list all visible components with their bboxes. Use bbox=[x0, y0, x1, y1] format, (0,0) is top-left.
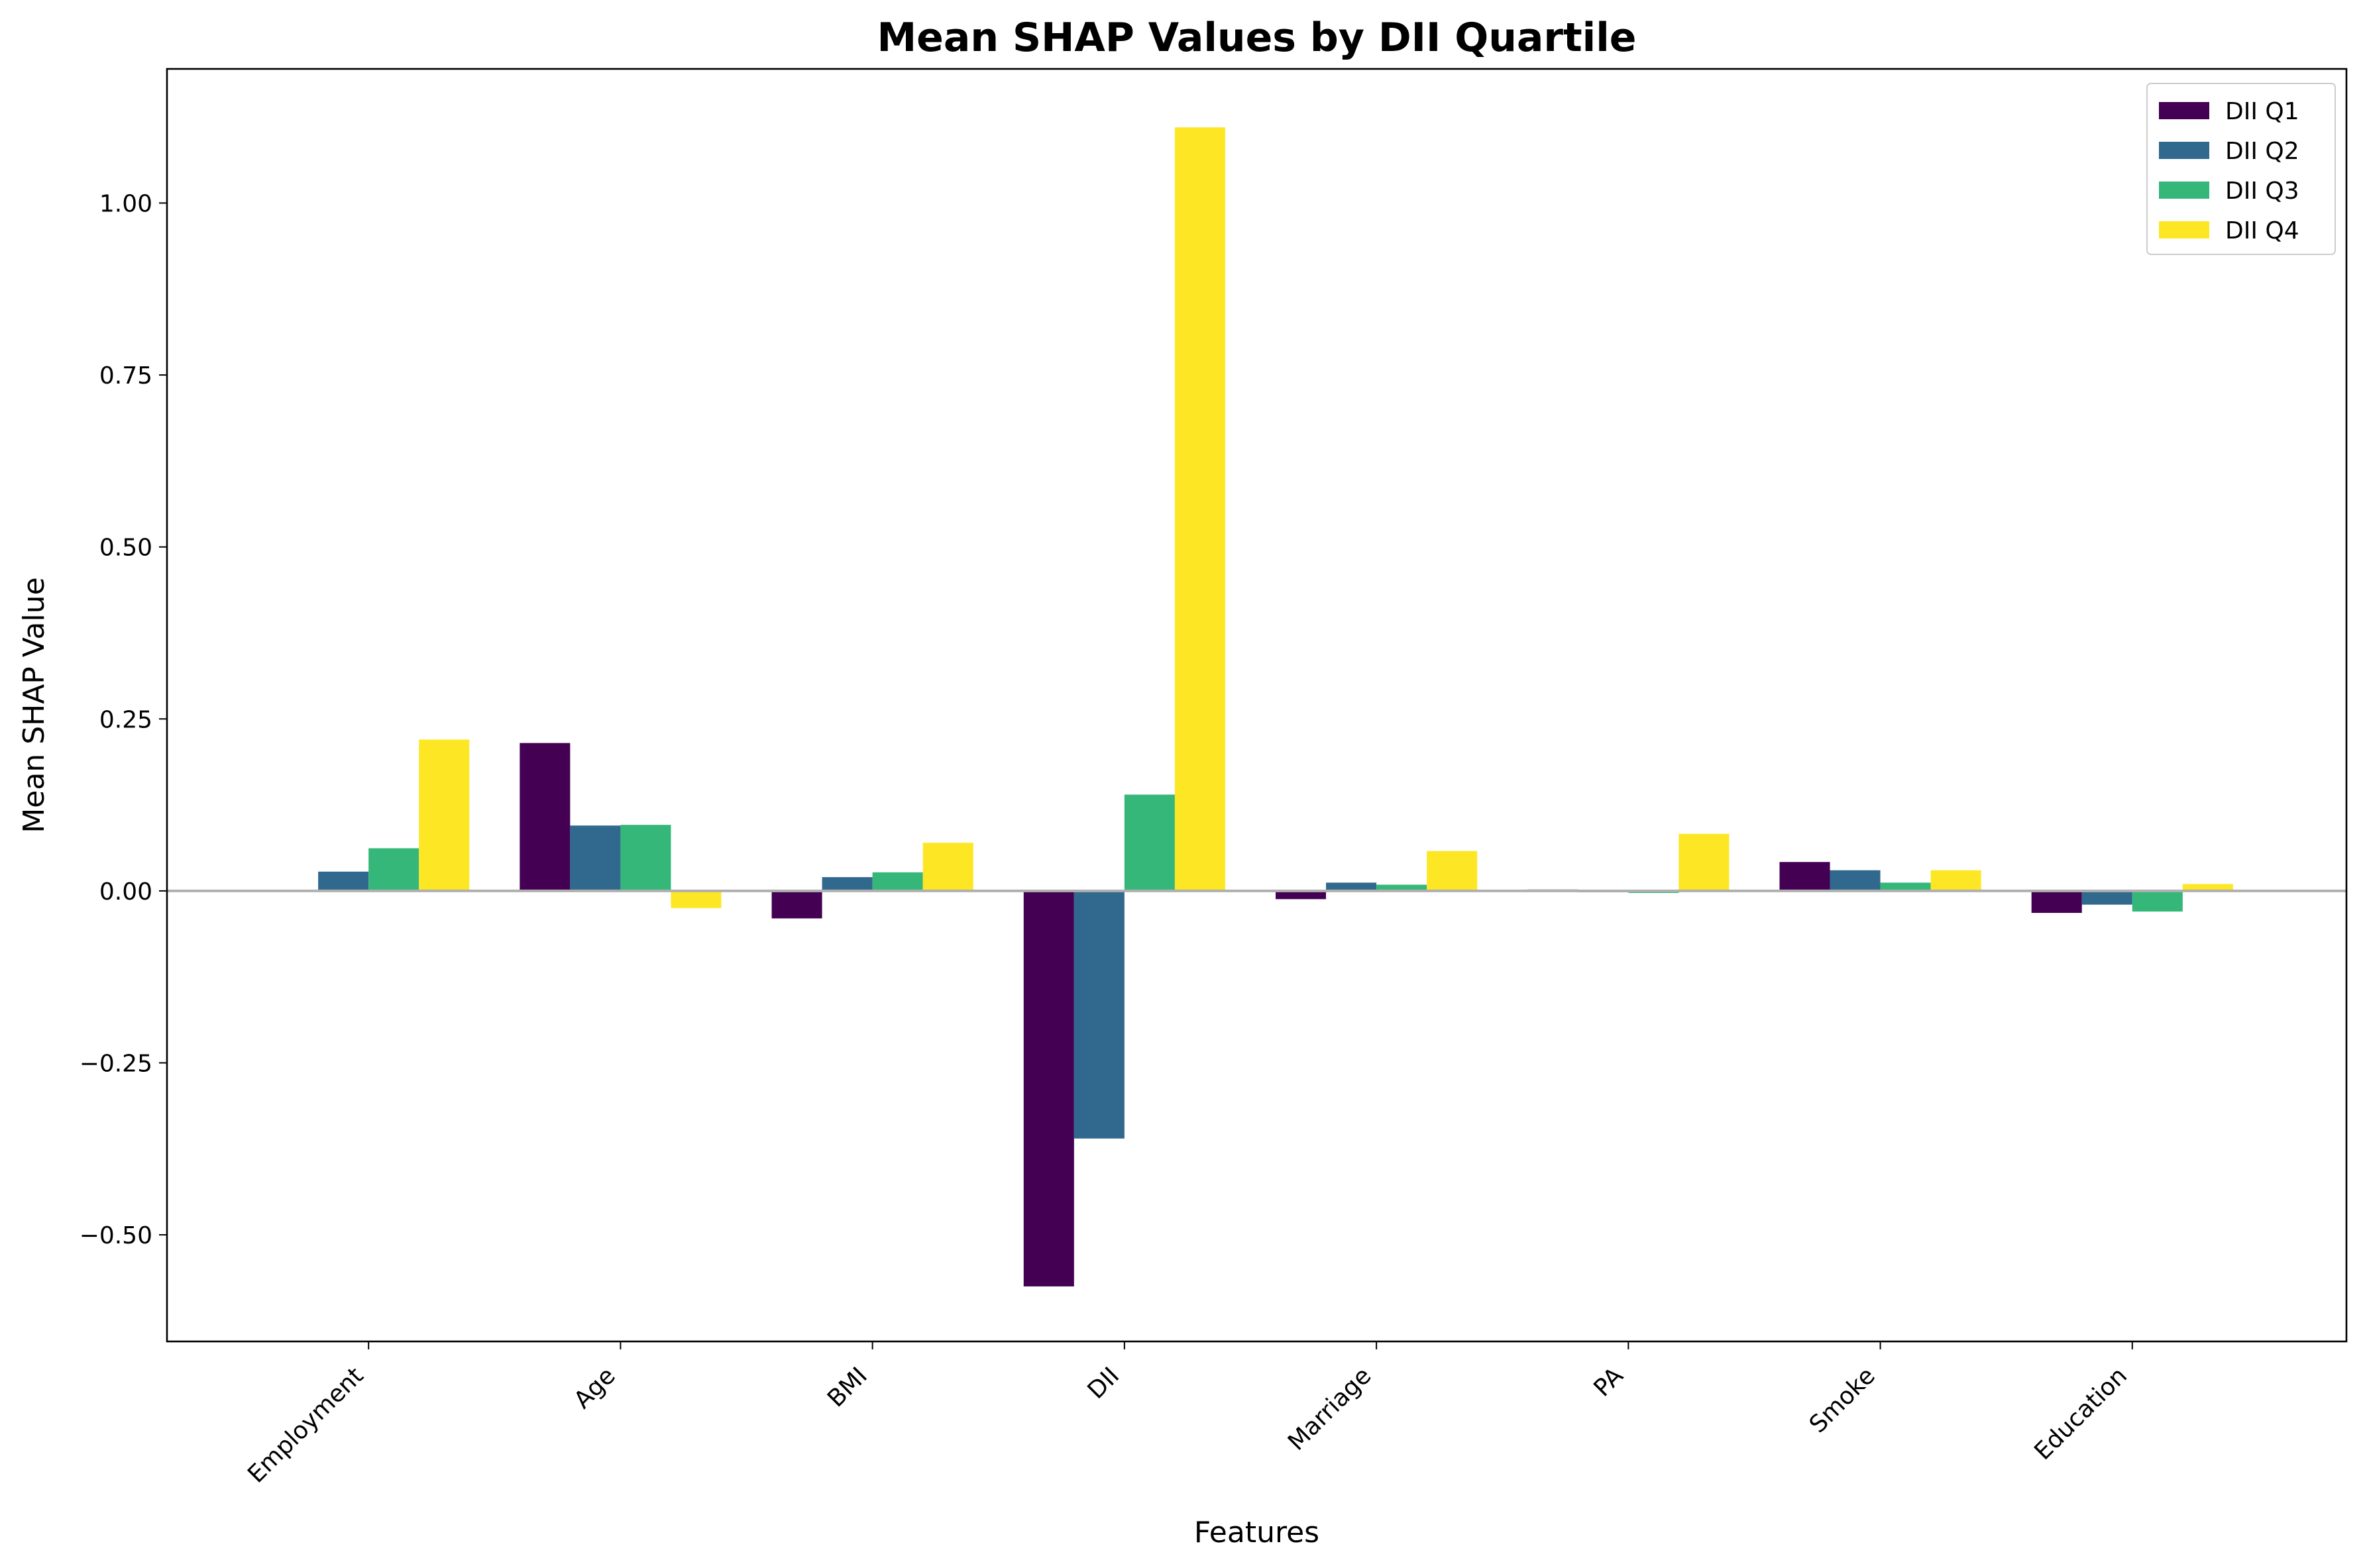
bar-dii-q4-education bbox=[2182, 884, 2233, 891]
x-tick-label: Education bbox=[2029, 1362, 2132, 1465]
legend-swatch bbox=[2159, 182, 2209, 199]
bar-dii-q4-employment bbox=[419, 739, 470, 891]
bar-dii-q2-age bbox=[570, 825, 621, 891]
bar-dii-q3-education bbox=[2132, 890, 2183, 912]
y-tick-label: 0.00 bbox=[99, 878, 152, 906]
bar-dii-q2-marriage bbox=[1326, 882, 1377, 891]
y-tick-label: −0.25 bbox=[80, 1050, 152, 1077]
legend-label: DII Q4 bbox=[2225, 217, 2299, 244]
x-tick-label: BMI bbox=[822, 1362, 873, 1412]
bar-dii-q3-employment bbox=[368, 848, 419, 891]
legend-box bbox=[2146, 83, 2336, 255]
x-tick-label: PA bbox=[1589, 1362, 1629, 1402]
legend-swatch bbox=[2159, 102, 2209, 119]
y-tick-label: 1.00 bbox=[99, 190, 152, 217]
bar-dii-q2-education bbox=[2081, 890, 2132, 905]
y-axis-ticks: −0.50 −0.25 0.00 0.25 0.50 0.75 1.00 bbox=[80, 190, 167, 1249]
bar-dii-q1-bmi bbox=[771, 890, 822, 919]
bar-dii-q3-dii bbox=[1124, 794, 1175, 891]
legend: DII Q1 DII Q2 DII Q3 DII Q4 bbox=[2146, 83, 2336, 255]
bar-dii-q1-smoke bbox=[1779, 862, 1830, 891]
plot-frame bbox=[166, 68, 2348, 1343]
bar-dii-q2-bmi bbox=[822, 877, 873, 891]
legend-label: DII Q3 bbox=[2225, 178, 2299, 205]
x-axis-ticks: Employment Age BMI DII Marriage PA Smoke Educat… bbox=[243, 1341, 2133, 1489]
y-tick-label: 0.50 bbox=[99, 535, 152, 562]
legend-swatch bbox=[2159, 221, 2209, 238]
bars-layer bbox=[268, 127, 2233, 1286]
legend-label: DII Q1 bbox=[2225, 98, 2299, 125]
bar-dii-q2-dii bbox=[1073, 890, 1125, 1139]
x-tick-label: Smoke bbox=[1804, 1362, 1881, 1438]
bar-dii-q3-age bbox=[620, 825, 671, 891]
bar-dii-q1-education bbox=[2031, 890, 2082, 914]
y-tick-label: 0.25 bbox=[99, 706, 152, 733]
bar-dii-q3-smoke bbox=[1880, 882, 1931, 891]
bar-dii-q4-age bbox=[671, 890, 722, 908]
y-tick-label: 0.75 bbox=[99, 362, 152, 390]
bar-dii-q4-bmi bbox=[922, 843, 973, 891]
bar-dii-q1-marriage bbox=[1276, 890, 1327, 900]
x-axis-title: Features bbox=[1194, 1516, 1319, 1549]
bar-dii-q3-marriage bbox=[1376, 884, 1427, 891]
bar-dii-q4-pa bbox=[1678, 833, 1730, 891]
chart-title: Mean SHAP Values by DII Quartile bbox=[877, 15, 1636, 61]
bar-dii-q2-employment bbox=[318, 871, 369, 891]
bar-dii-q2-smoke bbox=[1830, 870, 1881, 891]
bar-dii-q1-age bbox=[520, 743, 571, 891]
legend-label: DII Q2 bbox=[2225, 138, 2299, 165]
x-tick-label: DII bbox=[1083, 1362, 1125, 1404]
bar-dii-q4-marriage bbox=[1427, 851, 1478, 891]
y-axis-title: Mean SHAP Value bbox=[17, 577, 51, 833]
bar-dii-q1-dii bbox=[1023, 890, 1074, 1286]
bar-dii-q4-dii bbox=[1174, 127, 1225, 891]
bar-dii-q4-smoke bbox=[1930, 870, 1981, 891]
bar-dii-q3-bmi bbox=[872, 872, 923, 891]
x-tick-label: Marriage bbox=[1283, 1362, 1377, 1456]
x-tick-label: Age bbox=[569, 1362, 621, 1414]
y-tick-label: −0.50 bbox=[80, 1222, 152, 1249]
legend-swatch bbox=[2159, 142, 2209, 159]
x-tick-label: Employment bbox=[243, 1362, 368, 1488]
